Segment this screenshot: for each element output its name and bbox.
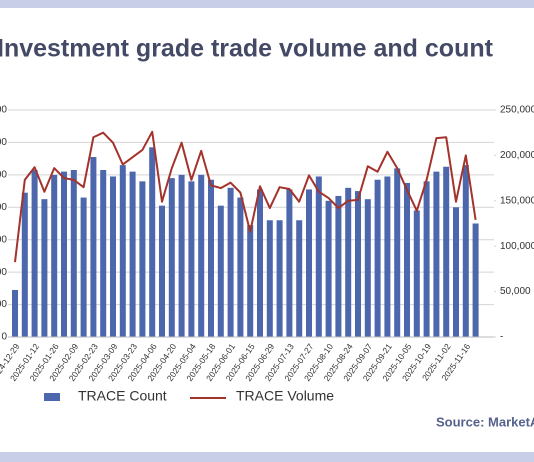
bar xyxy=(266,220,273,337)
y-tick-label: 5,000 xyxy=(0,169,7,180)
y-tick-label: 2,000 xyxy=(0,267,7,278)
bottom-band xyxy=(0,452,534,462)
bar xyxy=(345,187,352,337)
bar xyxy=(129,171,136,337)
bar xyxy=(159,205,165,337)
bar xyxy=(227,187,234,337)
bar xyxy=(80,197,87,337)
bar xyxy=(12,289,18,337)
y-tick-label: 0 xyxy=(1,332,7,343)
bar xyxy=(41,199,48,337)
bar xyxy=(286,189,293,337)
y2-tick-label: 100,000 xyxy=(500,241,534,252)
bar xyxy=(90,157,97,337)
bar xyxy=(119,165,126,337)
bar xyxy=(51,174,58,337)
bar xyxy=(374,179,381,337)
legend-label: TRACE Volume xyxy=(236,388,334,404)
y2-tick-label: 50,000 xyxy=(500,286,531,297)
bar xyxy=(149,147,156,337)
bar xyxy=(208,179,214,337)
bar xyxy=(21,192,28,337)
bar xyxy=(462,165,469,337)
bar xyxy=(70,169,77,337)
y2-tick-label: - xyxy=(500,332,503,343)
bar xyxy=(472,223,479,337)
bar xyxy=(168,178,175,337)
y2-tick-label: 150,000 xyxy=(500,195,534,206)
top-band xyxy=(0,0,534,8)
y-tick-label: 6,000 xyxy=(0,137,7,148)
bar xyxy=(315,176,322,337)
bar xyxy=(276,220,283,337)
bar xyxy=(423,181,430,337)
bar xyxy=(335,195,342,337)
bar xyxy=(413,210,420,337)
chart-title: Investment grade trade volume and count xyxy=(0,35,494,63)
bar xyxy=(443,166,450,337)
bar xyxy=(257,189,263,337)
y-tick-label: 7,000 xyxy=(0,105,7,116)
bar xyxy=(384,176,391,337)
bar xyxy=(404,182,410,337)
y2-tick-label: 250,000 xyxy=(500,105,534,116)
y-tick-label: 3,000 xyxy=(0,234,7,245)
bar xyxy=(237,197,244,337)
bar xyxy=(178,174,185,337)
bar xyxy=(453,207,459,337)
y-tick-label: 4,000 xyxy=(0,202,7,213)
bar xyxy=(247,225,254,337)
bar xyxy=(100,169,107,337)
bar xyxy=(188,181,195,337)
legend-label: TRACE Count xyxy=(78,388,167,404)
bar xyxy=(306,189,312,337)
bar xyxy=(110,176,116,337)
bar xyxy=(31,169,38,337)
bar xyxy=(394,168,401,337)
bar xyxy=(61,171,67,337)
bar xyxy=(433,171,440,337)
bar xyxy=(139,181,146,337)
bar xyxy=(355,191,361,337)
bar xyxy=(198,174,205,337)
bar xyxy=(325,200,332,337)
bar xyxy=(364,199,371,337)
y2-tick-label: 200,000 xyxy=(500,150,534,161)
bar xyxy=(217,205,224,337)
y-tick-label: 1,000 xyxy=(0,299,7,310)
bar xyxy=(296,220,303,337)
line xyxy=(14,130,477,263)
source: Source: MarketAxess xyxy=(436,414,534,429)
legend-swatch xyxy=(44,393,60,401)
